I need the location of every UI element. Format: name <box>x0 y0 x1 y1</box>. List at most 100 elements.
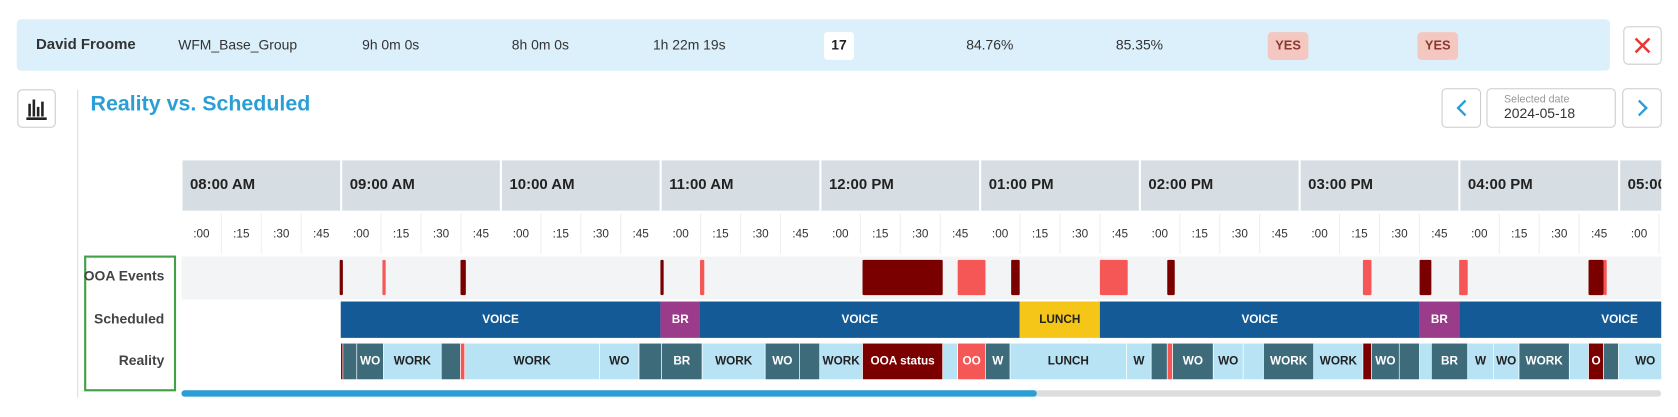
reality-block <box>460 342 466 380</box>
quarter-label: :15 <box>1511 227 1528 240</box>
quarter-label: :30 <box>1551 227 1568 240</box>
reality-block <box>1313 342 1364 380</box>
reality-block <box>638 342 662 380</box>
count: 17 <box>831 37 847 53</box>
quarter-label: :15 <box>553 227 570 240</box>
ooa-event <box>660 259 664 296</box>
quarter-label: :45 <box>792 227 809 240</box>
hour-label: 01:00 PM <box>989 176 1054 193</box>
scheduled-block <box>1019 301 1100 338</box>
quarter-label: :15 <box>1671 227 1678 240</box>
reality-label: W <box>1475 355 1487 368</box>
reality-label: WORK <box>715 355 753 368</box>
reality-label: LUNCH <box>1048 355 1089 368</box>
title: Reality vs. Scheduled <box>91 91 311 115</box>
hour-label: 12:00 PM <box>829 176 894 193</box>
quarter-label: :15 <box>712 227 729 240</box>
next-button[interactable] <box>1622 88 1662 128</box>
reality-block <box>1518 342 1570 380</box>
next-icon <box>1637 99 1648 117</box>
reality-block <box>942 342 959 380</box>
scheduled-label: VOICE <box>842 313 879 326</box>
quarter-label: :15 <box>1032 227 1049 240</box>
header-bar <box>16 19 1610 71</box>
reality-block <box>661 342 703 380</box>
reality-block <box>1398 342 1420 380</box>
reality-block <box>1166 342 1173 380</box>
quarter-label: :30 <box>912 227 929 240</box>
scheduled-label: LUNCH <box>1039 313 1080 326</box>
scheduled-label: VOICE <box>482 313 519 326</box>
quarter-label: :30 <box>593 227 610 240</box>
reality-label: WORK <box>394 355 432 368</box>
quarter-label: :30 <box>1391 227 1408 240</box>
ooa-event <box>1099 259 1128 296</box>
date-value: 2024-05-18 <box>1504 105 1575 121</box>
prev-button[interactable] <box>1441 88 1482 128</box>
ooa-event <box>339 259 343 296</box>
reality-label: OO <box>962 355 980 368</box>
quarter-label: :30 <box>433 227 450 240</box>
quarter-label: :45 <box>633 227 650 240</box>
quarter-label: :00 <box>992 227 1009 240</box>
percent: 84.76% <box>966 37 1013 53</box>
scheduled-block <box>1419 301 1460 338</box>
prev-icon <box>1456 99 1467 117</box>
ooa-event <box>700 259 705 296</box>
quarter-label: :00 <box>1471 227 1488 240</box>
flag: YES <box>1425 37 1451 52</box>
reality-block <box>1362 342 1372 380</box>
chart-icon <box>26 99 47 120</box>
reality-label: WORK <box>823 355 861 368</box>
reality-block <box>701 342 766 380</box>
scheduled-label: BR <box>1431 313 1448 326</box>
ooa-event <box>957 259 986 296</box>
reality-label: WO <box>772 355 792 368</box>
reality-block <box>440 342 461 380</box>
reality-label: WO <box>609 355 629 368</box>
group: WFM_Base_Group <box>178 37 297 53</box>
reality-block <box>1126 342 1152 380</box>
scheduled-block <box>660 301 700 338</box>
reality-block <box>1419 342 1432 380</box>
scheduled-block <box>700 301 1020 338</box>
reality-block <box>1242 342 1264 380</box>
scheduled-label: VOICE <box>1241 313 1278 326</box>
reality-block <box>1150 342 1168 380</box>
hour-label: 05:00 PM <box>1628 176 1678 193</box>
row-label: Scheduled <box>94 310 164 326</box>
hour-label: 02:00 PM <box>1148 176 1213 193</box>
reality-label: WO <box>360 355 380 368</box>
agent-name: David Froome <box>36 36 136 53</box>
quarter-label: :15 <box>872 227 889 240</box>
reality-label: WORK <box>1320 355 1358 368</box>
hour-label: 08:00 AM <box>190 176 255 193</box>
stat: 1h 22m 19s <box>653 37 726 53</box>
flag: YES <box>1275 37 1301 52</box>
scroll-thumb[interactable] <box>181 390 1037 397</box>
reality-label: WO <box>1496 355 1516 368</box>
quarter-label: :00 <box>1152 227 1169 240</box>
quarter-label: :00 <box>353 227 370 240</box>
quarter-label: :45 <box>313 227 330 240</box>
ooa-event <box>1362 259 1372 296</box>
reality-block <box>985 342 1011 380</box>
stat: 8h 0m 0s <box>512 37 569 53</box>
reality-label: W <box>992 355 1004 368</box>
reality-block <box>1493 342 1520 380</box>
chart-button[interactable] <box>17 89 56 128</box>
ooa-event <box>1011 259 1020 296</box>
quarter-label: :00 <box>1311 227 1328 240</box>
reality-block <box>1263 342 1315 380</box>
reality-block <box>799 342 821 380</box>
date-picker[interactable] <box>1486 88 1616 128</box>
ooa-event <box>1459 259 1468 296</box>
quarter-label: :00 <box>1631 227 1648 240</box>
quarter-label: :45 <box>1271 227 1288 240</box>
quarter-label: :15 <box>1192 227 1209 240</box>
quarter-label: :00 <box>193 227 210 240</box>
scheduled-label: BR <box>672 313 689 326</box>
reality-block <box>383 342 442 380</box>
hour-label: 11:00 AM <box>669 176 733 193</box>
